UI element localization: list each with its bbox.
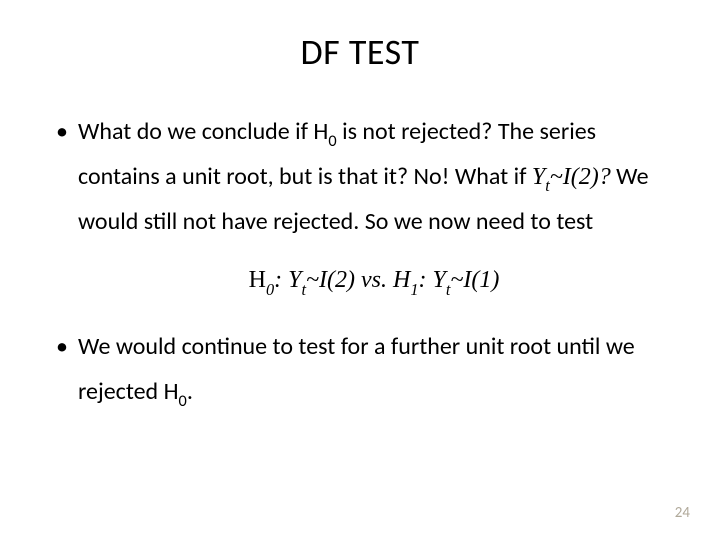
h0-y: Y [288,267,301,293]
b2-text-2: . [187,377,193,406]
h1-sub: 1 [410,280,418,299]
h1-label: H [393,267,410,293]
slide-container: DF TEST What do we conclude if H0 is not… [0,0,720,540]
h0-ysub: t [301,280,306,299]
b1-y: Y [532,164,545,190]
bullet-list: What do we conclude if H0 is not rejecte… [50,110,670,415]
h0-sub: 0 [266,280,274,299]
hypothesis-line: H0: Yt~I(2) vs. H1: Yt~I(1) [78,258,670,303]
vs-text: vs. [355,267,393,293]
b1-sub-1: 0 [328,131,336,151]
b2-sub: 0 [179,391,187,411]
page-number: 24 [675,504,690,522]
h1-colon: : [419,267,433,293]
h1-i1: ~I(1) [450,267,499,293]
h0-label: H [249,267,266,293]
b2-text-1: We would continue to test for a further … [78,332,635,405]
h1-ysub: t [446,280,451,299]
b1-i2: ~I(2)? [550,164,611,190]
h0-i2: ~I(2) [306,267,355,293]
slide-title: DF TEST [50,30,670,74]
b1-text-1: What do we conclude if H [78,117,328,146]
bullet-2: We would continue to test for a further … [50,325,670,414]
h1-y: Y [433,267,446,293]
h0-colon: : [274,267,288,293]
b1-ysub: t [545,176,550,195]
bullet-1: What do we conclude if H0 is not rejecte… [50,110,670,303]
